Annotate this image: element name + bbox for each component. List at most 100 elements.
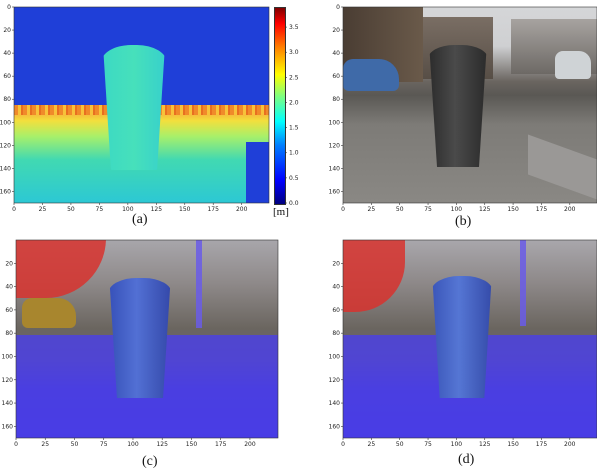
x-tick-label: 150 xyxy=(507,206,519,213)
x-tick-label: 0 xyxy=(14,441,18,448)
x-tick-label: 175 xyxy=(215,441,227,448)
y-tick-label: 40 xyxy=(3,50,11,57)
x-tick-label: 175 xyxy=(207,206,219,213)
y-tick-label: 140 xyxy=(329,165,341,172)
x-tick-label: 100 xyxy=(451,441,463,448)
y-tick-label: 140 xyxy=(2,400,14,407)
bollard-depth-shape xyxy=(102,45,166,170)
x-tick-label: 200 xyxy=(564,206,576,213)
colorbar-tick-label: 0.0 xyxy=(289,200,299,207)
y-tick-label: 0 xyxy=(7,4,11,11)
x-tick-label: 100 xyxy=(122,206,134,213)
caption-c: (c) xyxy=(142,454,158,469)
x-tick-label: 75 xyxy=(424,206,432,213)
x-tick-label: 150 xyxy=(507,441,519,448)
y-tick-label: 100 xyxy=(0,119,11,126)
yellow-car-c xyxy=(22,298,76,328)
y-tick-label: 40 xyxy=(332,50,340,57)
x-tick-label: 25 xyxy=(41,441,49,448)
x-tick-label: 50 xyxy=(71,441,79,448)
colorbar xyxy=(274,7,286,205)
caption-d: (d) xyxy=(458,452,475,467)
y-tick-label: 60 xyxy=(332,307,340,314)
x-tick-label: 100 xyxy=(451,206,463,213)
bollard-overlay-c xyxy=(109,278,171,398)
x-tick-label: 175 xyxy=(536,441,548,448)
x-tick-label: 50 xyxy=(396,441,404,448)
y-tick-label: 20 xyxy=(332,27,340,34)
x-tick-label: 75 xyxy=(100,441,108,448)
colorbar-tick-label: 0.5 xyxy=(289,175,299,182)
caption-a: (a) xyxy=(132,212,148,227)
x-tick-label: 75 xyxy=(96,206,104,213)
overlay-image-d xyxy=(343,240,597,438)
bollard-overlay-d xyxy=(432,276,492,398)
y-tick-label: 60 xyxy=(3,73,11,80)
y-tick-label: 160 xyxy=(0,188,11,195)
y-tick-label: 160 xyxy=(329,188,341,195)
y-tick-label: 40 xyxy=(332,284,340,291)
x-tick-label: 25 xyxy=(368,441,376,448)
y-tick-label: 60 xyxy=(332,73,340,80)
y-tick-label: 80 xyxy=(332,96,340,103)
colorbar-tick-label: 3.5 xyxy=(289,24,299,31)
y-tick-label: 0 xyxy=(336,4,340,11)
y-tick-label: 100 xyxy=(329,119,341,126)
colorbar-tick-label: 2.0 xyxy=(289,99,299,106)
street-photo xyxy=(343,7,597,203)
x-tick-label: 50 xyxy=(396,206,404,213)
x-tick-label: 75 xyxy=(424,441,432,448)
x-tick-label: 150 xyxy=(186,441,198,448)
y-tick-label: 160 xyxy=(329,423,341,430)
x-tick-label: 0 xyxy=(341,441,345,448)
colorbar-tick-label: 3.0 xyxy=(289,49,299,56)
x-tick-label: 0 xyxy=(12,206,16,213)
y-tick-label: 60 xyxy=(5,307,13,314)
colorbar-tick-label: 1.5 xyxy=(289,125,299,132)
y-tick-label: 80 xyxy=(5,330,13,337)
x-tick-label: 150 xyxy=(179,206,191,213)
pole-d xyxy=(520,240,526,326)
x-tick-label: 100 xyxy=(127,441,139,448)
colorbar-tick-label: 1.0 xyxy=(289,150,299,157)
x-tick-label: 125 xyxy=(156,441,168,448)
x-tick-label: 200 xyxy=(236,206,248,213)
colorbar-unit-label: [m] xyxy=(273,206,289,218)
colorbar-tick-label: 2.5 xyxy=(289,74,299,81)
x-tick-label: 125 xyxy=(479,206,491,213)
blue-car xyxy=(343,59,399,91)
y-tick-label: 120 xyxy=(0,142,11,149)
y-tick-label: 140 xyxy=(0,165,11,172)
y-tick-label: 160 xyxy=(2,423,14,430)
caption-b: (b) xyxy=(455,214,472,229)
x-tick-label: 0 xyxy=(341,206,345,213)
y-tick-label: 20 xyxy=(332,260,340,267)
bollard-photo xyxy=(429,45,487,167)
x-tick-label: 200 xyxy=(564,441,576,448)
y-tick-label: 120 xyxy=(329,377,341,384)
overlay-image-c xyxy=(16,240,278,438)
x-tick-label: 200 xyxy=(244,441,256,448)
y-tick-label: 20 xyxy=(3,27,11,34)
x-tick-label: 125 xyxy=(151,206,163,213)
y-tick-label: 100 xyxy=(329,353,341,360)
y-tick-label: 120 xyxy=(2,377,14,384)
white-car xyxy=(555,51,591,79)
depth-right-strip xyxy=(246,142,269,203)
x-tick-label: 25 xyxy=(39,206,47,213)
y-tick-label: 20 xyxy=(5,260,13,267)
depth-map-image xyxy=(14,7,269,203)
x-tick-label: 125 xyxy=(479,441,491,448)
y-tick-label: 40 xyxy=(5,284,13,291)
x-tick-label: 175 xyxy=(536,206,548,213)
pole-c xyxy=(196,240,202,328)
y-tick-label: 100 xyxy=(2,353,14,360)
y-tick-label: 140 xyxy=(329,400,341,407)
y-tick-label: 80 xyxy=(332,330,340,337)
x-tick-label: 50 xyxy=(67,206,75,213)
